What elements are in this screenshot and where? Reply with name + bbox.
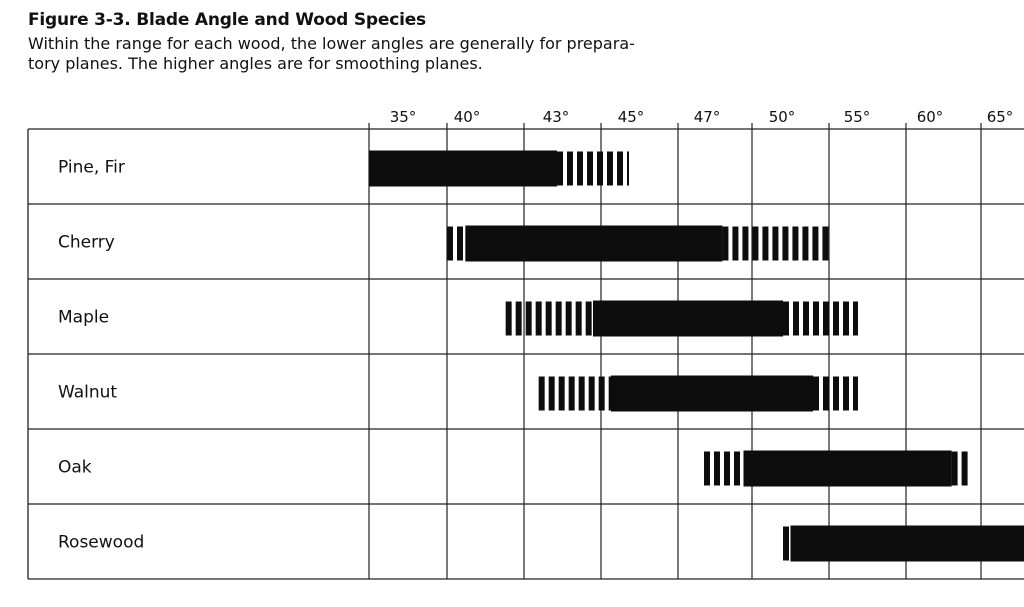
bar-segment-hatch	[447, 226, 453, 261]
bar-segment-hatch	[853, 376, 858, 411]
bar-segment-hatch	[548, 376, 555, 411]
bar-segment-hatch	[617, 151, 623, 186]
x-tick-label: 40°	[454, 108, 481, 126]
bar-segment-hatch	[734, 451, 740, 486]
bar-segment-hatch	[545, 301, 552, 336]
row-label: Oak	[58, 458, 92, 478]
bar-segment-hatch	[752, 226, 759, 261]
bar-segment-hatch	[724, 451, 730, 486]
bar-segment-hatch	[822, 226, 829, 261]
bar-segment-hatch	[813, 301, 819, 336]
x-tick-label: 43°	[543, 108, 570, 126]
bar-segment-solid	[743, 450, 952, 487]
bar-segment-hatch	[575, 301, 582, 336]
x-tick-label: 47°	[694, 108, 721, 126]
bar-segment-hatch	[961, 451, 968, 486]
bar-segment-hatch	[802, 226, 809, 261]
bar-segment-hatch	[457, 226, 463, 261]
x-tick-label: 35°	[390, 108, 417, 126]
bar-segment-hatch	[598, 376, 605, 411]
bar-segment-hatch	[607, 151, 613, 186]
bar-segment-hatch	[793, 301, 799, 336]
chart-title: Figure 3-3. Blade Angle and Wood Species	[28, 10, 426, 30]
bar-segment-hatch	[505, 301, 512, 336]
bar-segment-hatch	[535, 301, 542, 336]
row-label: Pine, Fir	[58, 158, 125, 178]
row-label: Rosewood	[58, 533, 144, 553]
bar-segment-hatch	[577, 151, 583, 186]
x-tick-label: 55°	[844, 108, 871, 126]
bar-segment-hatch	[722, 226, 729, 261]
bar-segment-hatch	[565, 301, 572, 336]
bar-segment-hatch	[585, 301, 592, 336]
bar-segment-solid	[593, 300, 783, 337]
x-tick-label: 45°	[618, 108, 645, 126]
bar-segment-hatch	[803, 301, 809, 336]
bar-segment-hatch	[783, 301, 789, 336]
row-label: Walnut	[58, 383, 117, 403]
x-tick-label: 65°	[987, 108, 1014, 126]
bar-segment-hatch	[783, 526, 789, 561]
bar-segment-hatch	[627, 151, 629, 186]
bar-segment-solid	[465, 225, 723, 262]
bar-segment-hatch	[588, 376, 595, 411]
bar-segment-hatch	[704, 451, 710, 486]
bar-segment-hatch	[762, 226, 769, 261]
bar-segment-hatch	[597, 151, 603, 186]
bar-segment-hatch	[843, 301, 849, 336]
bar-segment-solid	[369, 150, 557, 187]
bar-segment-solid	[790, 525, 1024, 562]
bar-segment-solid	[611, 375, 813, 412]
bar-segment-hatch	[732, 226, 739, 261]
bar-segment-hatch	[853, 301, 858, 336]
bar-segment-hatch	[568, 376, 575, 411]
bar-segment-hatch	[792, 226, 799, 261]
bar-segment-hatch	[525, 301, 532, 336]
bar-segment-hatch	[813, 376, 819, 411]
chart-subtitle: Within the range for each wood, the lowe…	[28, 34, 635, 73]
bar-segment-hatch	[812, 226, 819, 261]
row-label: Cherry	[58, 233, 115, 253]
bar-segment-hatch	[608, 376, 611, 411]
bar-segment-hatch	[555, 301, 562, 336]
bar-segment-hatch	[951, 451, 958, 486]
bar-segment-hatch	[823, 301, 829, 336]
x-tick-label: 60°	[917, 108, 944, 126]
bar-segment-hatch	[557, 151, 563, 186]
bar-segment-hatch	[578, 376, 585, 411]
bar-segment-hatch	[567, 151, 573, 186]
bar-segment-hatch	[538, 376, 545, 411]
bar-segment-hatch	[782, 226, 789, 261]
bar-segment-hatch	[714, 451, 720, 486]
x-tick-label: 50°	[769, 108, 796, 126]
row-label: Maple	[58, 308, 109, 328]
bar-segment-hatch	[558, 376, 565, 411]
bar-segment-hatch	[742, 226, 749, 261]
bar-segment-hatch	[843, 376, 849, 411]
bar-segment-hatch	[833, 301, 839, 336]
bar-segment-hatch	[587, 151, 593, 186]
bar-segment-hatch	[833, 376, 839, 411]
bar-segment-hatch	[515, 301, 522, 336]
bar-segment-hatch	[823, 376, 829, 411]
bar-segment-hatch	[772, 226, 779, 261]
